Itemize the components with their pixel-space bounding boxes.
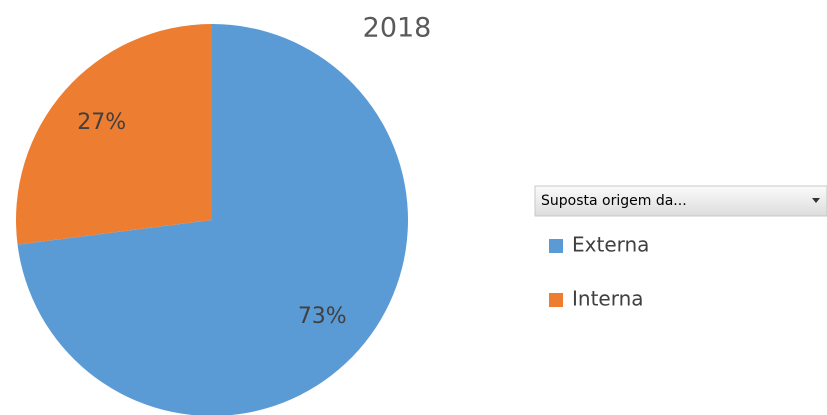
pie-slice — [16, 24, 213, 245]
pie — [16, 24, 408, 415]
legend-swatch — [549, 239, 563, 253]
dropdown-arrow[interactable] — [812, 198, 820, 203]
legend-swatch — [549, 293, 563, 307]
data-label: 73% — [298, 304, 347, 329]
data-label: 27% — [77, 110, 126, 135]
dropdown-box[interactable] — [534, 185, 827, 217]
legend-dropdown[interactable]: Suposta origem da... — [534, 185, 827, 217]
pie-slice — [17, 24, 408, 415]
legend-title: Suposta origem da... — [541, 193, 687, 209]
chart-title: 2018 — [363, 13, 432, 44]
legend-label: Externa — [572, 233, 649, 257]
legend-label: Interna — [572, 287, 644, 311]
